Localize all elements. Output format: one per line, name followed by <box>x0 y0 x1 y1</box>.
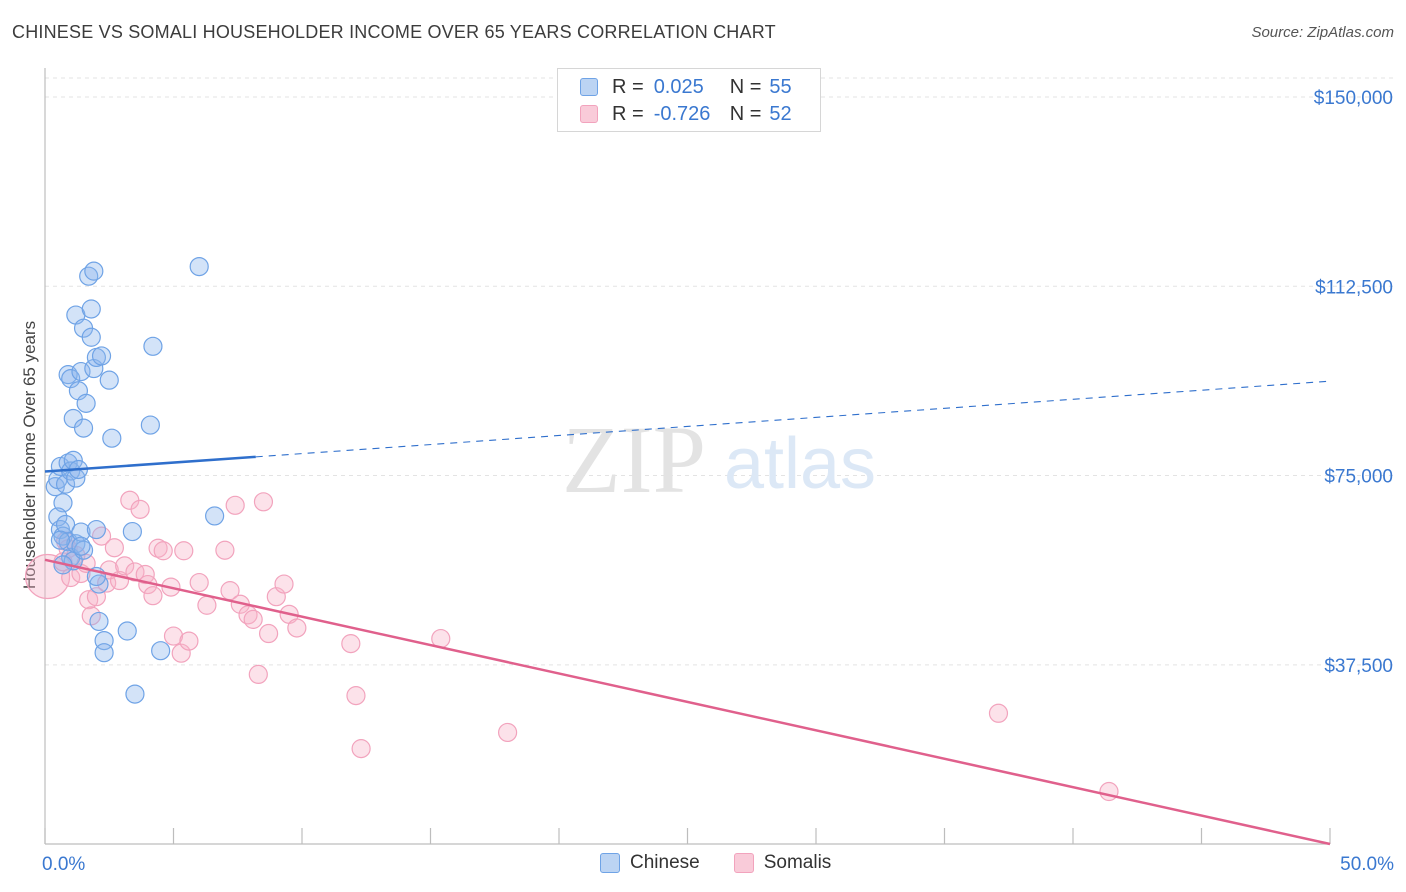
somalis-point <box>104 538 124 558</box>
somalis-point <box>253 492 274 512</box>
chinese-point <box>143 336 163 356</box>
chinese-point <box>86 519 107 540</box>
legend-row-somalis: R = -0.726 N = 52 <box>580 99 792 129</box>
chinese-point <box>61 369 81 389</box>
somalis-point <box>130 499 150 519</box>
chinese-point <box>84 261 104 281</box>
legend-label-chinese: Chinese <box>630 852 700 873</box>
chinese-point <box>117 621 137 641</box>
legend-label-somalis: Somalis <box>763 852 832 873</box>
chinese-trend-dashed <box>255 380 1331 458</box>
somalis-point <box>258 623 279 644</box>
watermark-atlas: atlas <box>724 424 876 504</box>
chinese-point <box>50 530 71 550</box>
somalis-point <box>174 541 194 561</box>
legend-row-chinese: R = 0.025 N = 55 <box>580 72 792 102</box>
somalis-point <box>988 703 1009 723</box>
chinese-point <box>66 534 86 554</box>
chinese-point <box>53 493 73 513</box>
chinese-point <box>89 574 109 594</box>
chinese-swatch <box>580 78 598 96</box>
somalis-point <box>143 586 163 606</box>
grid-lines <box>45 77 1394 666</box>
somalis-point <box>215 540 235 560</box>
n-value: 55 <box>769 75 792 98</box>
tick-labels: $37,500 $75,000 $112,500 $150,000 0.0% 50.0% <box>42 88 1394 875</box>
chinese-point <box>81 327 101 347</box>
chinese-point <box>48 507 68 527</box>
chinese-point <box>76 393 96 413</box>
series-legend: Chinese Somalis <box>600 852 865 874</box>
x-tick-label: 50.0% <box>1340 854 1394 875</box>
chinese-points <box>45 256 225 704</box>
correlation-legend: R = 0.025 N = 55 R = -0.726 N = 52 <box>557 68 821 132</box>
y-tick-label: $150,000 <box>1314 88 1393 109</box>
somalis-point <box>1099 781 1119 802</box>
somalis-point <box>346 686 366 706</box>
somalis-point <box>179 631 199 651</box>
legend-item-chinese: Chinese <box>600 852 700 874</box>
chinese-point <box>99 370 119 390</box>
somalis-point <box>225 495 245 515</box>
chinese-point <box>125 684 145 704</box>
somalis-points <box>24 490 1119 802</box>
somalis-point <box>498 722 518 743</box>
chinese-point <box>102 428 122 448</box>
chinese-point <box>94 643 114 663</box>
r-value: 0.025 <box>653 75 704 98</box>
somalis-point <box>24 553 71 600</box>
somalis-point <box>248 664 268 685</box>
y-tick-label: $75,000 <box>1324 467 1393 488</box>
somalis-point <box>243 609 263 629</box>
watermark: ZIP atlas <box>562 406 876 513</box>
x-tick-label: 0.0% <box>42 854 85 875</box>
chinese-point <box>189 256 209 277</box>
chinese-point <box>205 506 225 526</box>
chart-title: CHINESE VS SOMALI HOUSEHOLDER INCOME OVE… <box>12 22 776 42</box>
chinese-point <box>140 415 160 435</box>
n-label: N = <box>729 75 762 98</box>
chinese-point <box>81 299 101 319</box>
somalis-point <box>189 572 209 593</box>
somalis-swatch <box>580 105 598 123</box>
r-label: R = <box>612 102 644 125</box>
chinese-point <box>122 521 142 542</box>
y-tick-label: $37,500 <box>1324 656 1393 677</box>
chinese-point <box>91 346 112 366</box>
somalis-point <box>163 626 184 646</box>
legend-item-somalis: Somalis <box>733 852 832 874</box>
r-value: -0.726 <box>653 102 711 125</box>
somalis-point <box>115 556 135 576</box>
somalis-point <box>351 739 371 759</box>
chinese-trend-solid <box>44 455 256 473</box>
r-label: R = <box>612 75 644 98</box>
y-tick-label: $112,500 <box>1315 277 1393 298</box>
somalis-point <box>287 618 307 638</box>
somalis-point <box>171 643 191 663</box>
somalis-point <box>86 587 107 607</box>
n-value: 52 <box>769 102 792 125</box>
somalis-point <box>341 634 361 654</box>
chinese-point <box>58 532 78 552</box>
watermark-zip: ZIP <box>562 406 706 513</box>
n-label: N = <box>729 102 762 125</box>
chinese-point <box>151 641 171 661</box>
somalis-point <box>79 590 99 610</box>
somalis-point <box>148 538 168 558</box>
somalis-swatch <box>733 853 754 873</box>
chinese-point <box>63 408 83 429</box>
somalis-point <box>91 526 112 546</box>
trend-lines <box>44 380 1331 846</box>
somalis-point <box>274 574 294 594</box>
chinese-point <box>71 536 91 556</box>
somalis-point <box>153 541 173 561</box>
chinese-point <box>89 611 109 632</box>
somalis-trend <box>44 558 1331 846</box>
chinese-swatch <box>600 853 620 873</box>
somalis-point <box>197 595 217 615</box>
axes <box>44 68 1331 845</box>
chinese-point <box>73 418 94 438</box>
source-credit: Source: ZipAtlas.com <box>1251 24 1394 41</box>
